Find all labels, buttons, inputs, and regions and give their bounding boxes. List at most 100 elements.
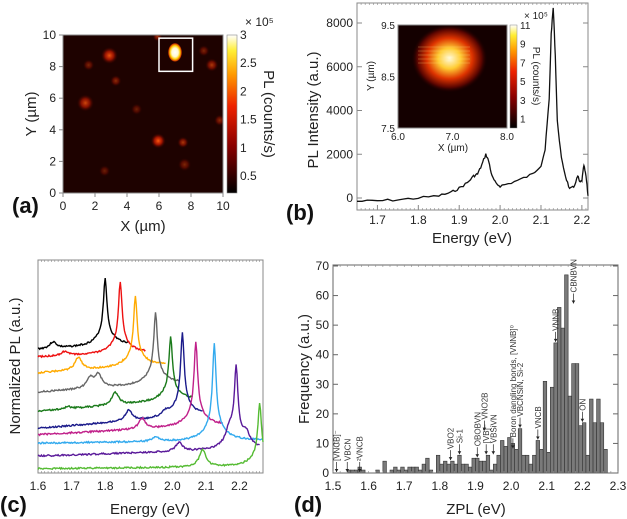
- annotation-arrowhead: [484, 451, 488, 455]
- annotation-arrowhead: [518, 424, 522, 428]
- defect-annotation: VBO2: [447, 427, 456, 449]
- histogram-bar: [521, 454, 526, 474]
- y-tick-label: 4: [49, 123, 56, 137]
- x-tick-label: 2.1: [533, 213, 550, 227]
- x-tick-label: 1.7: [63, 479, 80, 493]
- x-tick-label: 1.9: [130, 479, 147, 493]
- y-tick-label: 40: [316, 348, 330, 362]
- highlight-box: [158, 37, 194, 73]
- histogram-bar: [425, 457, 430, 474]
- y-tick-label: 70: [316, 259, 330, 273]
- inset-cbar-label: PL (counts/s): [530, 47, 541, 106]
- x-tick-label: 1.8: [432, 479, 449, 493]
- histogram-bar: [464, 463, 469, 474]
- histogram-bar: [592, 422, 597, 474]
- y-tick-label: 8000: [326, 16, 353, 30]
- annotation-arrowhead: [482, 427, 487, 431]
- x-tick-label: 1.8: [410, 213, 427, 227]
- heatmap-spot: [198, 45, 210, 57]
- y-tick-label: 8: [49, 60, 56, 74]
- histogram-bar: [514, 449, 519, 474]
- histogram-bar: [578, 425, 583, 474]
- panel-label-d: (d): [294, 492, 322, 517]
- normalized-pl-spectrum-6: [37, 332, 203, 430]
- defect-annotation: ON: [578, 399, 587, 411]
- histogram-bar: [564, 274, 569, 474]
- annotation-arrowhead: [448, 457, 453, 461]
- x-tick-label: 6: [156, 199, 163, 213]
- panel-a-frame: [62, 34, 224, 194]
- histogram-bar: [560, 327, 565, 474]
- heatmap-spot: [76, 94, 95, 112]
- defect-annotation: [VNCB]⁻: [333, 430, 342, 461]
- histogram-bar: [528, 463, 533, 474]
- x-tick-label: 2: [92, 199, 99, 213]
- histogram-bar: [457, 454, 462, 474]
- inset-y-tick-label: 9.5: [381, 21, 395, 32]
- inset-cbar-scale: × 10⁵: [524, 11, 548, 22]
- inset-y-tick-label: 7.5: [381, 124, 395, 135]
- histogram-bar: [460, 463, 466, 474]
- histogram-bar: [553, 342, 558, 474]
- defect-annotation: OBOBVN: [473, 412, 482, 446]
- normalized-pl-spectrum-3: [37, 295, 166, 375]
- annotation-arrowhead: [334, 469, 339, 472]
- y-tick-label: 60: [316, 289, 330, 303]
- histogram-bar: [542, 381, 548, 474]
- y-tick-label: 0: [346, 191, 353, 205]
- histogram-bar: [574, 363, 580, 474]
- histogram-bar: [482, 460, 487, 474]
- colorbar-tick-label: 3: [240, 28, 247, 42]
- y-tick-label: 0: [322, 466, 329, 480]
- panel-label-b: (b): [286, 200, 314, 225]
- y-tick-label: 4000: [326, 104, 353, 118]
- inset-colorbar-tick-label: 3: [520, 96, 526, 107]
- colorbar-tick-label: 2: [240, 84, 247, 98]
- panel-a-cbar-scale: × 10⁵: [245, 15, 274, 29]
- x-tick-label: 2.3: [610, 479, 627, 493]
- panel-b-ylabel: PL Intensity (a.u.): [305, 51, 322, 168]
- x-tick-label: 1.9: [451, 213, 468, 227]
- heatmap-spots: [76, 35, 223, 177]
- x-tick-label: 1.7: [369, 213, 386, 227]
- defect-annotation: VBSiVN: [489, 414, 498, 443]
- inset-ylabel: Y (µm): [366, 61, 377, 91]
- heatmap-spot: [130, 103, 143, 116]
- x-tick-label: 8: [188, 199, 195, 213]
- panel-label-c: (c): [0, 492, 27, 517]
- x-tick-label: 1.6: [30, 479, 47, 493]
- defect-annotation: VNO2B: [480, 392, 489, 419]
- histogram-bar: [382, 460, 387, 474]
- x-tick-label: 2.2: [574, 213, 591, 227]
- heatmap-spot: [152, 35, 163, 42]
- normalized-pl-spectrum-2: [37, 281, 146, 359]
- inset-y-tick-label: 8.5: [381, 73, 395, 84]
- x-tick-label: 1.5: [325, 479, 342, 493]
- annotation-arrowhead: [580, 418, 585, 422]
- histogram-bar: [493, 463, 498, 474]
- histogram-bar: [503, 446, 508, 474]
- histogram-bar: [599, 422, 605, 474]
- panel-label-a: (a): [12, 193, 39, 218]
- annotation-arrowhead: [357, 469, 362, 472]
- histogram-bar: [450, 460, 455, 474]
- defect-annotation: Si-1: [455, 428, 464, 443]
- heatmap-spot: [98, 165, 111, 177]
- histogram-bar: [517, 428, 523, 474]
- histogram-bar: [539, 449, 544, 474]
- annotation-arrowhead: [457, 451, 462, 455]
- histogram-bar: [407, 466, 412, 474]
- histogram-bar: [400, 466, 405, 474]
- annotation-arrowhead: [536, 436, 540, 440]
- x-tick-label: 2.0: [492, 213, 509, 227]
- defect-annotation: CBNBVN: [569, 259, 578, 293]
- histogram-bar: [582, 422, 587, 474]
- y-tick-label: 50: [316, 318, 330, 332]
- histogram-bar: [393, 466, 398, 474]
- annotation-arrowhead: [511, 445, 515, 449]
- histogram-bar: [532, 454, 537, 474]
- x-tick-label: 2.0: [503, 479, 520, 493]
- defect-annotation: Boron dangling bonds, [VNNB]⁰: [509, 325, 518, 437]
- heatmap-spot: [214, 114, 223, 127]
